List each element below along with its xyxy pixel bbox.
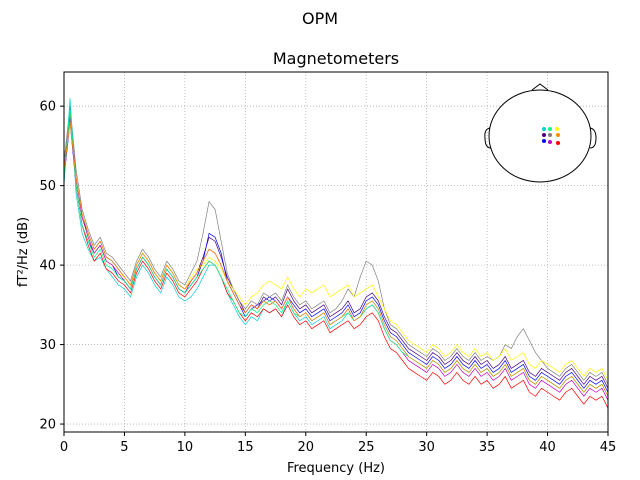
head-outline [488, 89, 592, 183]
sensor-dot [548, 140, 552, 144]
sensor-dot [548, 133, 552, 137]
y-tick-label: 50 [39, 179, 56, 194]
x-tick-label: 30 [418, 440, 435, 455]
sensor-dot [556, 133, 560, 137]
figure-title: OPM [302, 9, 338, 28]
psd-trace-line [63, 121, 609, 397]
head-right-ear [589, 127, 597, 149]
sensor-dot [548, 127, 552, 131]
sensor-dot [542, 133, 546, 137]
x-tick-label: 20 [298, 440, 315, 455]
sensor-dots [542, 127, 560, 145]
sensor-dot [555, 127, 559, 131]
x-tick-label: 35 [479, 440, 496, 455]
head-nose-outline [531, 83, 549, 91]
head-left-ear [484, 127, 492, 149]
x-tick-label: 40 [539, 440, 556, 455]
plot-frame [63, 71, 609, 433]
y-tick-label: 20 [39, 418, 56, 433]
y-tick-label: 30 [39, 338, 56, 353]
y-axis-ticks: 20 30 40 50 60 [39, 100, 64, 433]
y-axis-label: fT²/Hz (dB) [16, 217, 31, 287]
sensor-dot [542, 139, 546, 143]
x-tick-label: 15 [237, 440, 254, 455]
x-axis-ticks: 0 5 10 15 20 25 30 35 40 45 [60, 432, 616, 455]
psd-trace-line [63, 113, 609, 409]
x-tick-label: 5 [120, 440, 128, 455]
sensor-dot [542, 127, 546, 131]
y-tick-label: 60 [39, 100, 56, 115]
x-tick-label: 45 [600, 440, 617, 455]
x-tick-label: 0 [60, 440, 68, 455]
x-axis-label: Frequency (Hz) [287, 461, 385, 476]
psd-trace-line [63, 105, 609, 385]
x-tick-label: 10 [177, 440, 194, 455]
x-tick-label: 25 [358, 440, 375, 455]
y-tick-label: 40 [39, 259, 56, 274]
sensor-dot [556, 141, 560, 145]
psd-traces [63, 97, 609, 409]
chart-title: Magnetometers [273, 49, 399, 68]
sensor-layout-inset [484, 83, 597, 183]
